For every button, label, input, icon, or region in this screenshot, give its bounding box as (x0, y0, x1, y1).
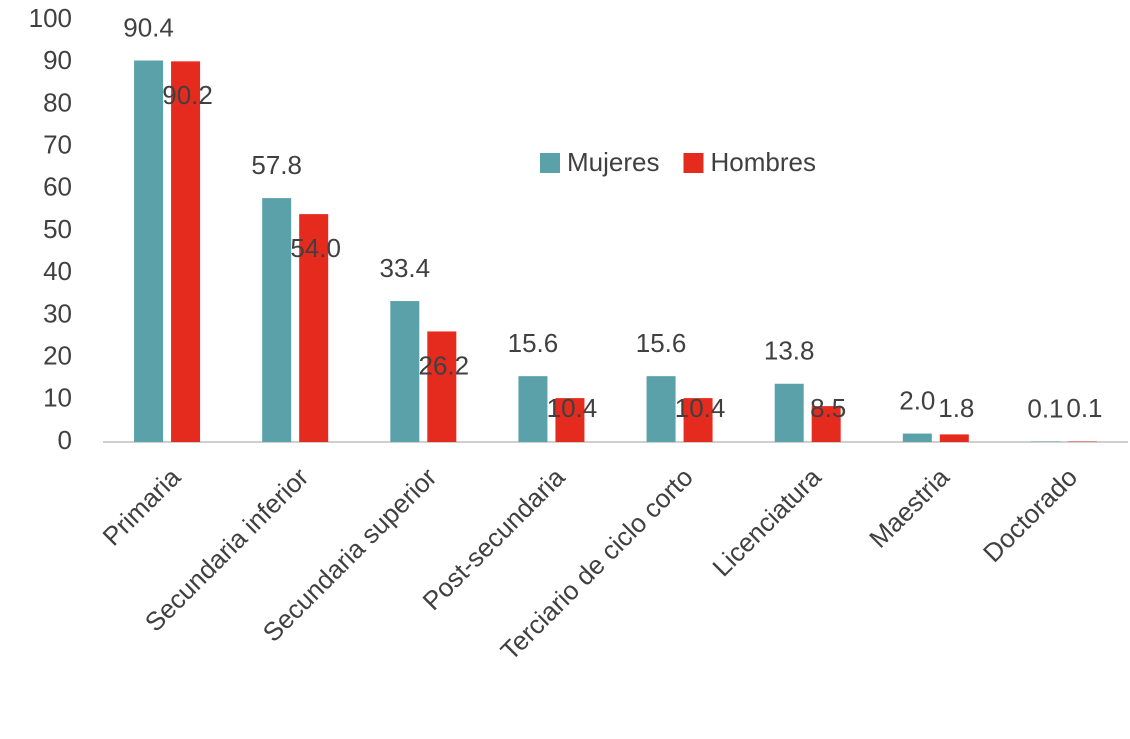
bar (390, 301, 419, 442)
data-label: 0.1 (1027, 393, 1063, 423)
data-label: 15.6 (508, 328, 559, 358)
legend-label: Hombres (710, 147, 815, 177)
legend-swatch (683, 153, 703, 173)
data-label: 15.6 (636, 328, 687, 358)
data-label: 10.4 (547, 393, 598, 423)
y-tick-label: 0 (58, 425, 72, 455)
y-tick-label: 50 (43, 214, 72, 244)
y-tick-label: 10 (43, 383, 72, 413)
data-label: 54.0 (290, 233, 341, 263)
bar (262, 198, 291, 442)
y-tick-label: 100 (29, 3, 72, 33)
bar (647, 376, 676, 442)
data-label: 2.0 (899, 385, 935, 415)
y-tick-label: 20 (43, 340, 72, 370)
data-label: 90.4 (123, 12, 174, 42)
data-label: 1.8 (938, 393, 974, 423)
bar (518, 376, 547, 442)
bar (940, 434, 969, 442)
y-tick-label: 40 (43, 256, 72, 286)
data-label: 8.5 (810, 393, 846, 423)
y-tick-label: 80 (43, 87, 72, 117)
x-tick-label: Doctorado (977, 462, 1083, 568)
bar (171, 61, 200, 442)
bar (134, 61, 163, 442)
data-label: 57.8 (251, 150, 302, 180)
data-label: 10.4 (675, 393, 726, 423)
legend-label: Mujeres (567, 147, 659, 177)
bar (903, 434, 932, 442)
data-label: 13.8 (764, 336, 815, 366)
data-label: 90.2 (162, 80, 213, 110)
x-tick-label: Licenciatura (706, 462, 827, 583)
y-tick-label: 60 (43, 172, 72, 202)
data-label: 0.1 (1066, 393, 1102, 423)
y-tick-label: 30 (43, 298, 72, 328)
y-tick-label: 70 (43, 129, 72, 159)
x-tick-label: Maestria (863, 462, 955, 554)
y-tick-label: 90 (43, 45, 72, 75)
bar (427, 331, 456, 442)
bar (775, 384, 804, 442)
data-label: 33.4 (380, 253, 431, 283)
x-tick-label: Primaria (97, 462, 187, 552)
data-label: 26.2 (419, 350, 470, 380)
legend-swatch (540, 153, 560, 173)
